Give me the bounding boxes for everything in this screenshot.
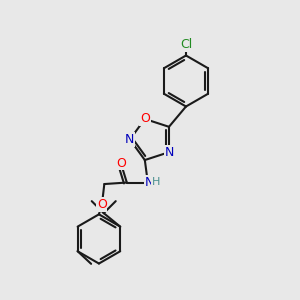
Text: N: N	[145, 176, 154, 189]
Text: N: N	[164, 146, 174, 159]
Text: O: O	[140, 112, 150, 125]
Text: O: O	[97, 198, 107, 211]
Text: N: N	[125, 133, 135, 146]
Text: O: O	[116, 157, 126, 169]
Text: H: H	[152, 177, 160, 187]
Text: Cl: Cl	[180, 38, 192, 52]
Text: O: O	[140, 112, 150, 125]
Text: N: N	[164, 146, 174, 159]
Text: N: N	[125, 133, 135, 146]
